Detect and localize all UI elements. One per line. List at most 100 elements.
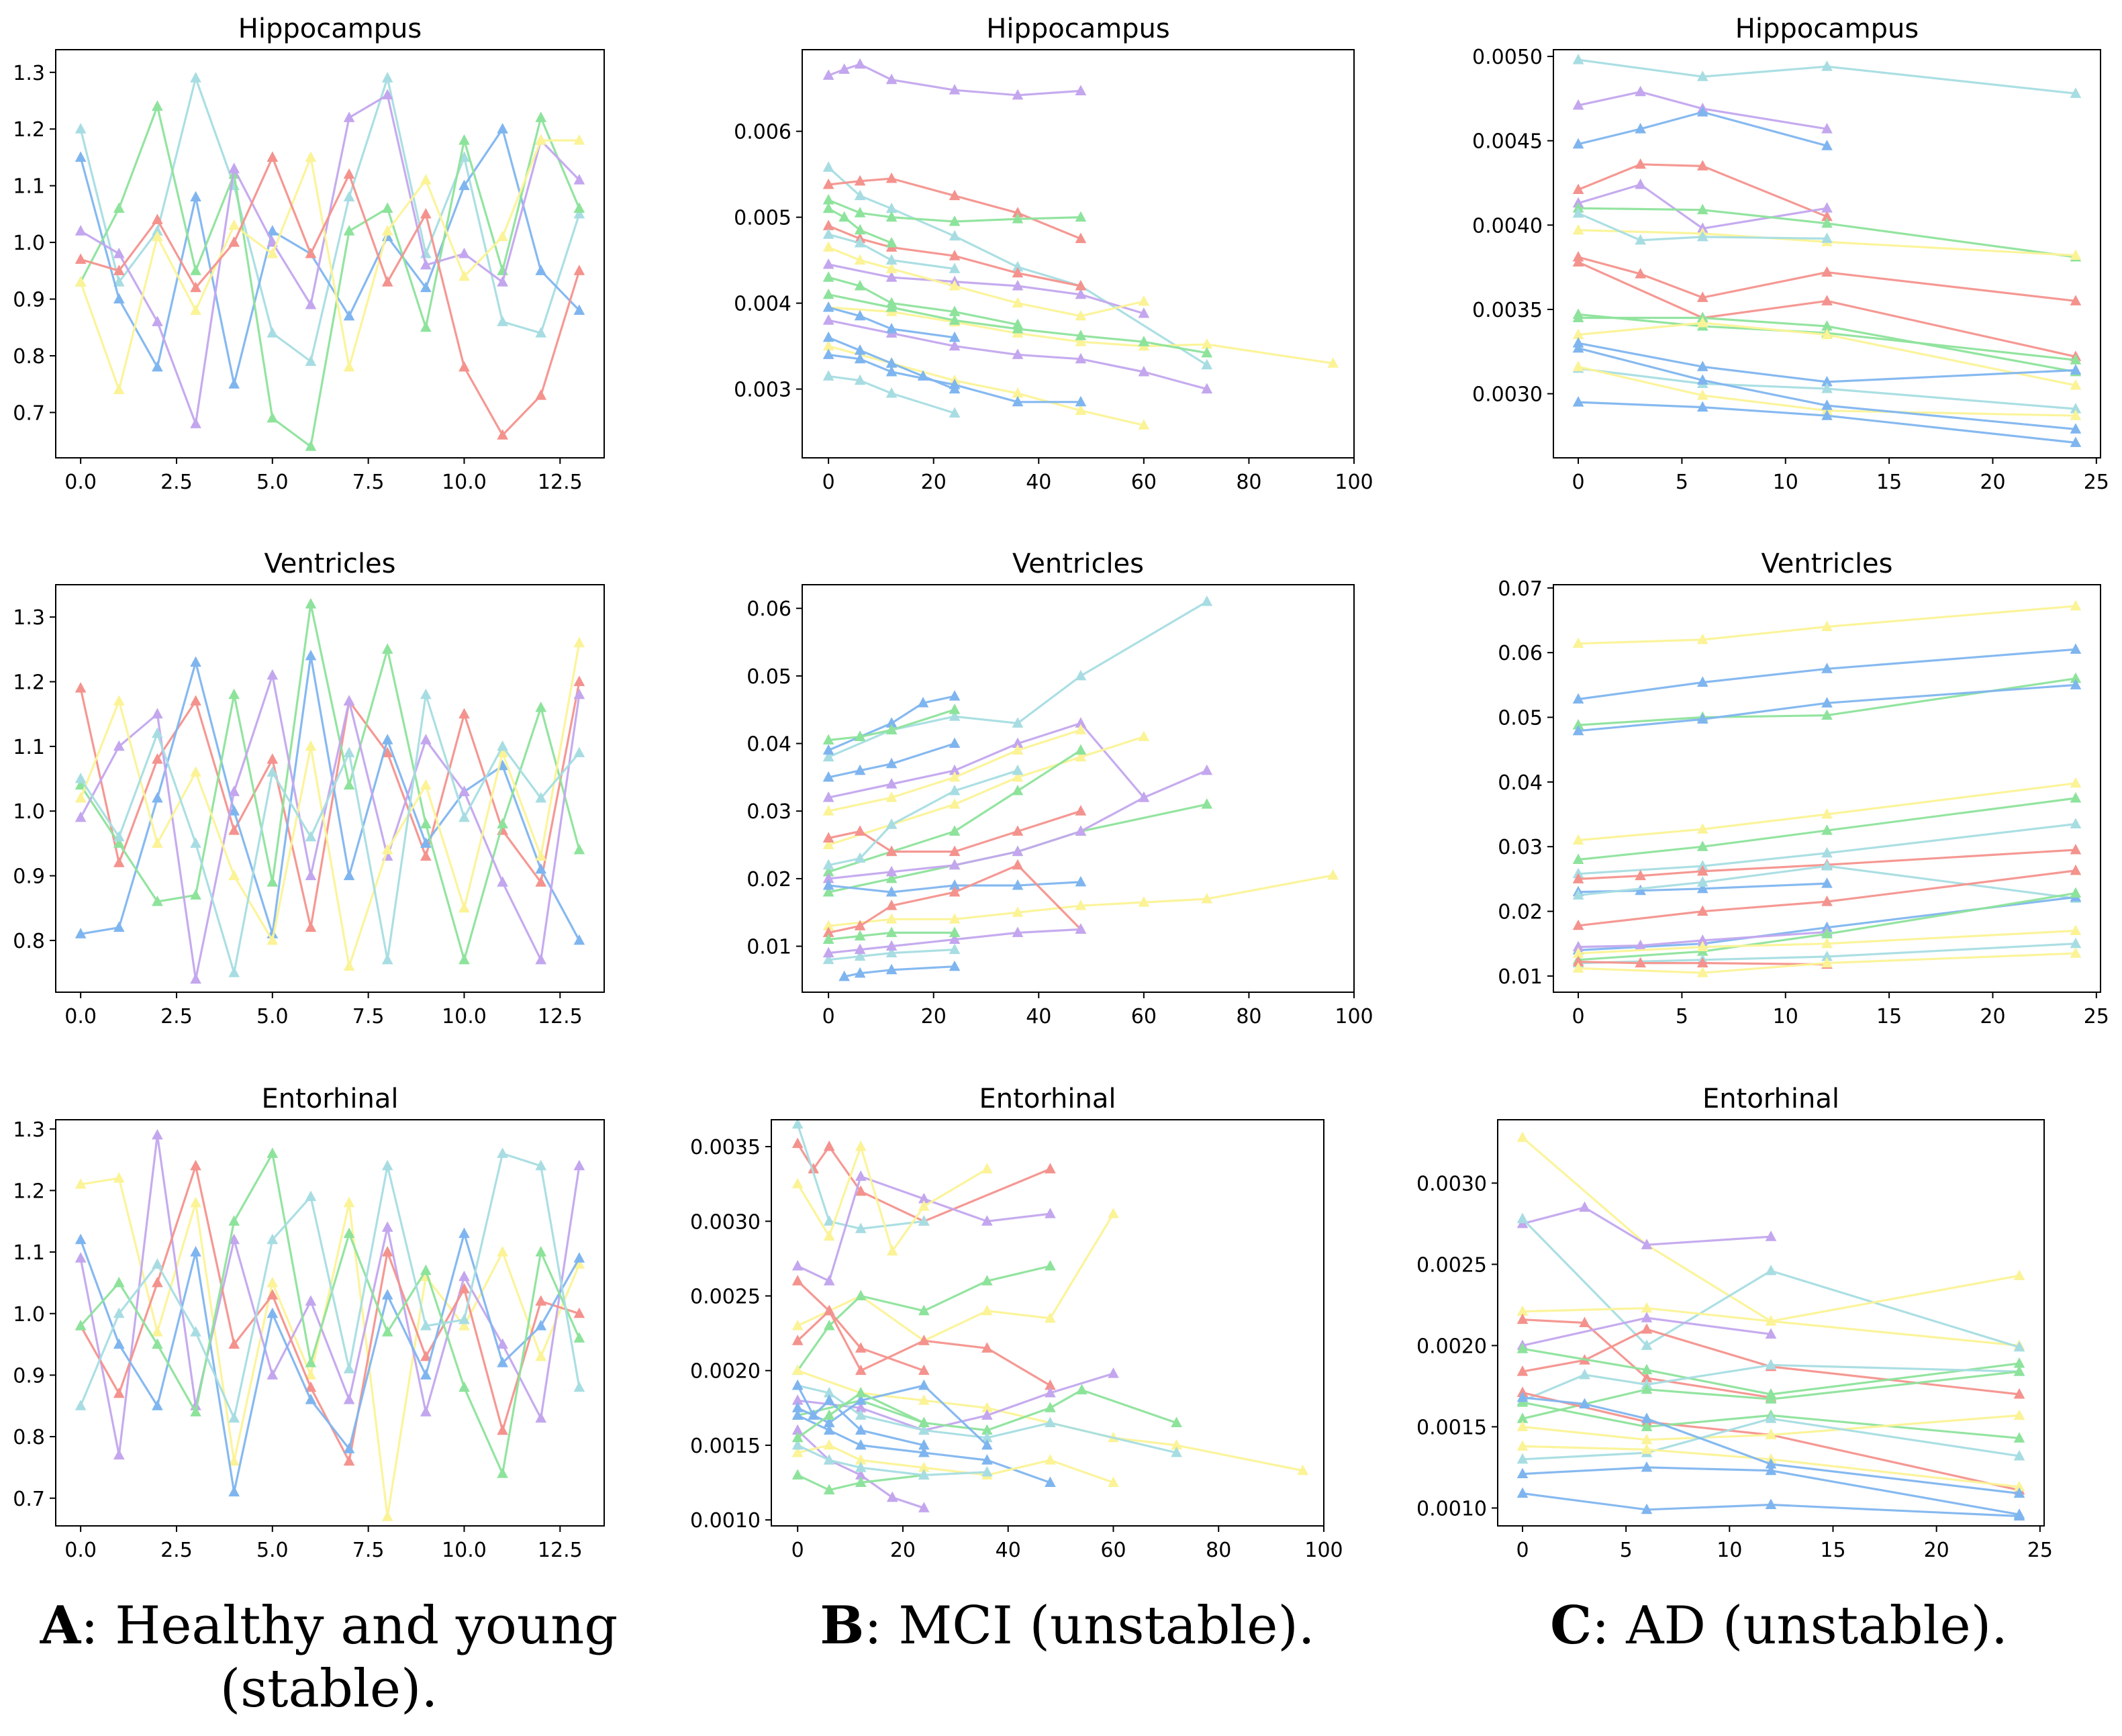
data-point-marker — [822, 879, 834, 890]
data-point-marker — [823, 1484, 835, 1495]
data-point-marker — [791, 1469, 804, 1480]
data-point-marker — [1012, 825, 1024, 836]
caption-b-letter: B — [820, 1595, 865, 1656]
axes-frame — [55, 49, 605, 459]
data-point-marker — [2070, 87, 2082, 98]
data-point-marker — [573, 688, 585, 700]
series-line-s4 — [1578, 163, 1828, 218]
data-point-marker — [855, 1476, 867, 1487]
data-point-marker — [1138, 896, 1150, 907]
data-point-marker — [573, 174, 585, 185]
axes-frame — [802, 584, 1355, 993]
data-point-marker — [949, 859, 961, 870]
series-line-s12 — [828, 874, 1333, 927]
data-point-marker — [1696, 105, 1708, 117]
data-point-marker — [573, 934, 585, 945]
x-tick-label: 20 — [921, 1005, 947, 1028]
data-point-marker — [152, 791, 163, 803]
data-point-marker — [573, 264, 585, 275]
series-line-s3 — [828, 177, 1081, 240]
y-tick-label: 0.0030 — [690, 1210, 761, 1234]
data-point-marker — [305, 597, 317, 609]
series-line-s14 — [1578, 892, 2076, 961]
data-point-marker — [267, 225, 279, 236]
data-point-marker — [1572, 853, 1584, 864]
data-point-marker — [535, 1350, 547, 1361]
y-tick-label: 0.9 — [13, 1364, 45, 1388]
data-point-marker — [1696, 160, 1708, 171]
data-point-marker — [1765, 1265, 1777, 1275]
data-point-marker — [573, 636, 585, 648]
y-tick-label: 1.1 — [13, 1241, 45, 1265]
data-point-marker — [822, 331, 834, 342]
series-line-s17 — [1578, 961, 1827, 966]
series-line-s3 — [79, 603, 581, 961]
data-point-marker — [1516, 1440, 1529, 1451]
data-point-marker — [267, 412, 279, 423]
data-point-marker — [854, 930, 866, 941]
data-point-marker — [1572, 873, 1584, 883]
data-point-marker — [497, 740, 508, 751]
series-line-s16 — [1578, 365, 2076, 417]
chart-title: Ventricles — [264, 548, 395, 579]
data-point-marker — [1696, 70, 1708, 81]
series-line-s18 — [828, 742, 955, 779]
data-point-marker — [459, 179, 470, 191]
data-point-marker — [228, 1412, 240, 1423]
x-tick-label: 10.0 — [442, 1539, 487, 1562]
data-point-marker — [1012, 717, 1024, 728]
data-point-marker — [305, 440, 317, 451]
data-point-marker — [190, 304, 201, 315]
data-point-marker — [1572, 207, 1584, 218]
data-point-marker — [1012, 89, 1024, 100]
data-point-marker — [420, 837, 432, 848]
data-point-marker — [854, 943, 866, 955]
y-tick-label: 0.8 — [13, 1426, 45, 1449]
data-point-marker — [949, 262, 961, 273]
x-tick-label: 20 — [890, 1539, 916, 1562]
data-point-marker — [791, 1120, 804, 1129]
y-tick-label: 1.1 — [13, 175, 45, 199]
data-point-marker — [949, 771, 961, 782]
data-point-marker — [1572, 138, 1584, 149]
series-line-s1 — [80, 1177, 581, 1518]
data-point-marker — [949, 913, 961, 924]
x-tick-label: 5 — [1676, 1005, 1688, 1028]
x-tick-label: 60 — [1100, 1539, 1126, 1562]
data-point-marker — [152, 1128, 163, 1140]
data-point-marker — [918, 1200, 930, 1211]
data-point-marker — [1075, 352, 1087, 364]
data-point-marker — [535, 389, 547, 400]
series-line-s4 — [828, 199, 1081, 223]
data-point-marker — [823, 1275, 835, 1286]
data-point-marker — [535, 791, 547, 803]
chart-panel-A-hip: Hippocampus 0.0 2.5 5.0 7.5 10.0 12.5 0.7 0.8 0.9… — [13, 13, 605, 494]
data-point-marker — [1012, 764, 1024, 775]
data-point-marker — [113, 1172, 125, 1183]
data-point-marker — [1641, 1420, 1653, 1431]
data-point-marker — [267, 766, 279, 777]
series-line-s14 — [828, 949, 955, 961]
data-point-marker — [822, 228, 834, 239]
data-point-marker — [2070, 887, 2082, 898]
data-point-marker — [838, 211, 850, 222]
data-point-marker — [343, 225, 355, 236]
y-tick-label: 0.05 — [746, 665, 791, 689]
x-tick-label: 0 — [822, 1005, 835, 1028]
x-tick-label: 25 — [2027, 1539, 2053, 1562]
data-point-marker — [823, 1416, 835, 1428]
data-point-marker — [822, 838, 834, 850]
data-point-marker — [1012, 279, 1024, 291]
y-tick-label: 0.0010 — [690, 1509, 761, 1533]
data-point-marker — [1012, 906, 1024, 917]
data-point-marker — [343, 191, 355, 202]
data-point-marker — [228, 1486, 240, 1497]
data-point-marker — [75, 123, 87, 134]
data-point-marker — [305, 1190, 317, 1202]
data-point-marker — [113, 857, 125, 867]
data-point-marker — [855, 1342, 867, 1353]
data-point-marker — [855, 1170, 867, 1182]
series-line-s3 — [828, 708, 955, 742]
data-point-marker — [886, 1491, 898, 1502]
data-point-marker — [823, 1409, 835, 1420]
